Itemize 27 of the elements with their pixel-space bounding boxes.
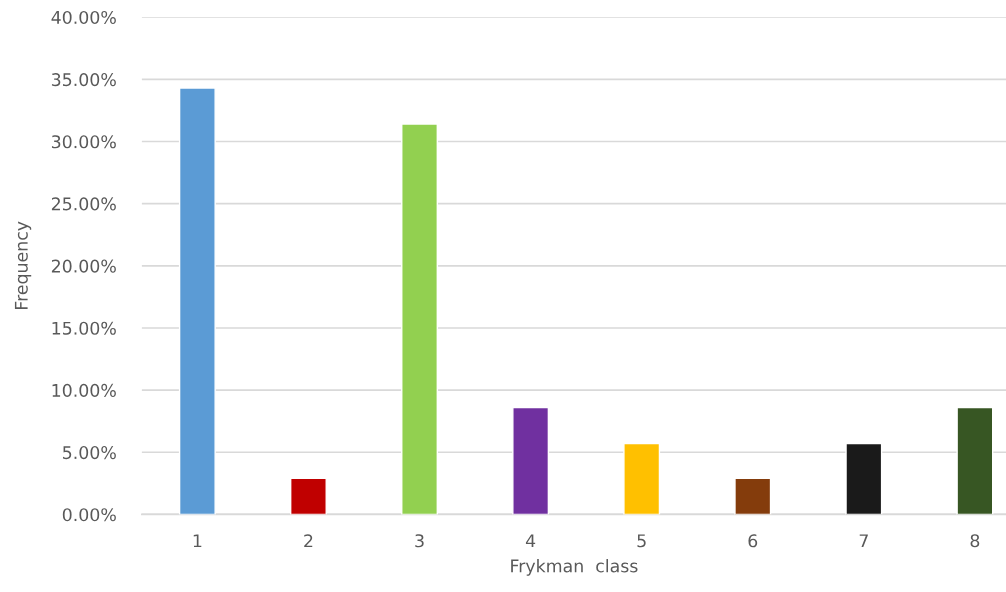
x-tick-label: 4 [525, 534, 536, 548]
x-tick-label: 8 [970, 534, 980, 548]
x-tick-label: 7 [859, 534, 868, 548]
bar [289, 477, 327, 515]
x-tick-label: 2 [304, 534, 313, 548]
x-axis-title: Frykman class [511, 559, 638, 576]
y-axis-title: Frequency [14, 221, 32, 309]
x-tick-label: 5 [637, 534, 646, 548]
bar [845, 442, 883, 515]
bar [623, 442, 661, 515]
y-tick-label: 25.00% [51, 197, 116, 211]
y-tick-label: 10.00% [52, 383, 116, 397]
y-tick-label: 0.00% [62, 508, 116, 522]
x-tick-label: 6 [748, 534, 758, 548]
bar [401, 123, 438, 515]
y-tick-label: 20.00% [51, 259, 116, 273]
y-tick-label: 40.00% [51, 10, 116, 25]
y-tick-label: 5.00% [63, 446, 116, 460]
bar [734, 477, 772, 515]
bar [178, 87, 216, 515]
x-tick-label: 1 [193, 534, 202, 548]
x-tick-label: 3 [415, 534, 424, 548]
y-tick-label: 35.00% [51, 73, 116, 87]
y-tick-label: 15.00% [52, 321, 116, 335]
y-tick-label: 30.00% [51, 135, 116, 149]
bar [956, 406, 994, 515]
bar [512, 406, 550, 515]
